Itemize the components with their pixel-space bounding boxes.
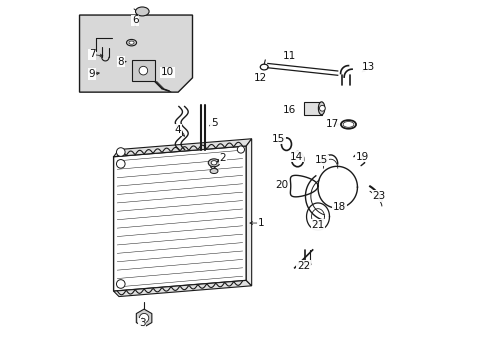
Text: 19: 19: [355, 152, 369, 162]
Text: 11: 11: [282, 51, 295, 61]
Circle shape: [139, 66, 147, 75]
Text: 15: 15: [271, 134, 285, 144]
Polygon shape: [136, 309, 152, 327]
Text: 20: 20: [275, 180, 288, 190]
Text: 6: 6: [132, 15, 138, 26]
Ellipse shape: [135, 7, 149, 16]
Bar: [303, 102, 321, 115]
Text: 22: 22: [296, 261, 310, 271]
Ellipse shape: [126, 40, 136, 46]
Circle shape: [116, 159, 125, 168]
Ellipse shape: [208, 159, 219, 167]
Text: 15: 15: [314, 155, 327, 165]
Text: 14: 14: [289, 152, 303, 162]
Ellipse shape: [129, 41, 134, 44]
Ellipse shape: [211, 161, 217, 165]
Text: 21: 21: [311, 220, 324, 230]
Ellipse shape: [210, 168, 218, 174]
Text: 10: 10: [161, 67, 174, 77]
Polygon shape: [113, 139, 251, 157]
Text: 8: 8: [117, 57, 124, 67]
Circle shape: [319, 105, 325, 111]
Text: 3: 3: [139, 319, 145, 328]
Bar: [131, 60, 155, 81]
Ellipse shape: [318, 102, 324, 115]
Circle shape: [116, 280, 125, 288]
Text: 13: 13: [361, 62, 374, 72]
Circle shape: [139, 314, 148, 323]
Text: 12: 12: [253, 73, 267, 83]
Text: 4: 4: [175, 125, 181, 135]
Polygon shape: [113, 280, 251, 297]
Polygon shape: [246, 139, 251, 286]
Text: 5: 5: [210, 118, 217, 128]
Polygon shape: [80, 15, 192, 92]
Text: 18: 18: [332, 202, 346, 212]
Text: 7: 7: [89, 49, 95, 59]
Text: 1: 1: [257, 218, 264, 228]
Text: 2: 2: [219, 153, 226, 163]
Text: 16: 16: [282, 105, 295, 115]
Text: 17: 17: [325, 120, 338, 129]
Text: 9: 9: [89, 69, 95, 79]
Circle shape: [116, 148, 125, 156]
Text: 23: 23: [371, 191, 385, 201]
Circle shape: [237, 146, 244, 153]
